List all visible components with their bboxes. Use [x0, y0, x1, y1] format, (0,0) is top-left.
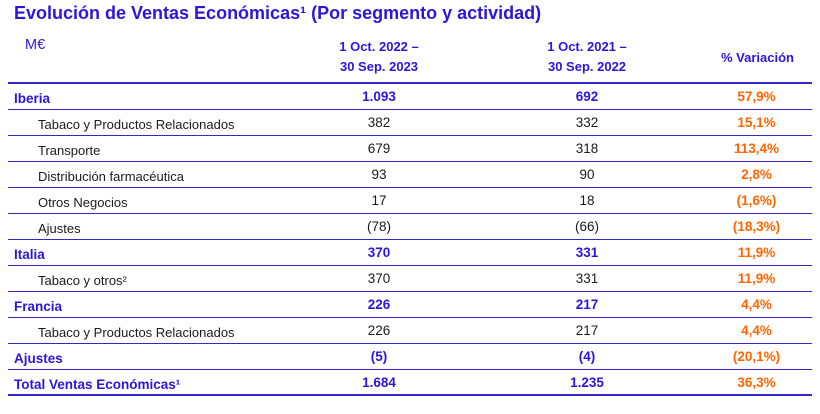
row-label: Italia: [8, 239, 295, 266]
row-label: Tabaco y otros²: [8, 265, 295, 292]
value-2023: 1.093: [295, 83, 463, 110]
row-label: Tabaco y Productos Relacionados: [8, 317, 295, 344]
variation-value: 4,4%: [711, 291, 812, 318]
table-row-italia: Italia 370 331 11,9%: [8, 239, 812, 266]
value-2023: 226: [295, 291, 463, 318]
value-2022: 217: [463, 291, 711, 318]
variation-value: 2,8%: [711, 161, 812, 188]
value-2023: 370: [295, 265, 463, 292]
row-label: Ajustes: [8, 343, 295, 370]
table-row-francia-tabaco: Tabaco y Productos Relacionados 226 217 …: [8, 317, 812, 344]
row-label: Total Ventas Económicas¹: [8, 369, 295, 397]
row-label: Iberia: [8, 83, 295, 110]
value-2023: 93: [295, 161, 463, 188]
value-2023: 679: [295, 135, 463, 162]
variation-value: 113,4%: [711, 135, 812, 162]
value-2022: 318: [463, 135, 711, 162]
row-label: Transporte: [8, 135, 295, 162]
table-row-iberia-tabaco: Tabaco y Productos Relacionados 382 332 …: [8, 109, 812, 136]
table-row-iberia: Iberia 1.093 692 57,9%: [8, 83, 812, 110]
table-row-ajustes: Ajustes (5) (4) (20,1%): [8, 343, 812, 370]
table-row-otros-negocios: Otros Negocios 17 18 (1,6%): [8, 187, 812, 214]
value-2022: 90: [463, 161, 711, 188]
variation-value: (20,1%): [711, 343, 812, 370]
value-2022: 217: [463, 317, 711, 344]
column-header-variation: % Variación: [711, 33, 812, 85]
variation-value: 11,9%: [711, 265, 812, 292]
row-label: Francia: [8, 291, 295, 318]
value-2022: 1.235: [463, 369, 711, 397]
value-2022: 332: [463, 109, 711, 136]
variation-value: (18,3%): [711, 213, 812, 240]
value-2022: 692: [463, 83, 711, 110]
header-row: M€ 1 Oct. 2022 – 30 Sep. 2023 1 Oct. 202…: [8, 33, 812, 85]
variation-value: 15,1%: [711, 109, 812, 136]
variation-value: 4,4%: [711, 317, 812, 344]
economic-sales-table: M€ 1 Oct. 2022 – 30 Sep. 2023 1 Oct. 202…: [8, 33, 812, 397]
variation-value: 11,9%: [711, 239, 812, 266]
value-2023: 226: [295, 317, 463, 344]
variation-value: (1,6%): [711, 187, 812, 214]
variation-value: 57,9%: [711, 83, 812, 110]
value-2023: 382: [295, 109, 463, 136]
variation-value: 36,3%: [711, 369, 812, 397]
table-row-italia-tabaco: Tabaco y otros² 370 331 11,9%: [8, 265, 812, 292]
value-2022: (66): [463, 213, 711, 240]
table-row-transporte: Transporte 679 318 113,4%: [8, 135, 812, 162]
value-2023: 370: [295, 239, 463, 266]
table-row-distribucion-farmaceutica: Distribución farmacéutica 93 90 2,8%: [8, 161, 812, 188]
row-label: Tabaco y Productos Relacionados: [8, 109, 295, 136]
row-label: Ajustes: [8, 213, 295, 240]
row-label: Otros Negocios: [8, 187, 295, 214]
page-title: Evolución de Ventas Económicas¹ (Por seg…: [14, 3, 542, 23]
row-label: Distribución farmacéutica: [8, 161, 295, 188]
value-2022: 331: [463, 239, 711, 266]
value-2022: 18: [463, 187, 711, 214]
column-header-period-2023: 1 Oct. 2022 – 30 Sep. 2023: [295, 33, 463, 85]
table-row-francia: Francia 226 217 4,4%: [8, 291, 812, 318]
table-row-total: Total Ventas Económicas¹ 1.684 1.235 36,…: [8, 369, 812, 397]
unit-label: M€: [8, 33, 295, 85]
table-row-iberia-ajustes: Ajustes (78) (66) (18,3%): [8, 213, 812, 240]
value-2023: 17: [295, 187, 463, 214]
value-2023: (5): [295, 343, 463, 370]
value-2022: (4): [463, 343, 711, 370]
value-2022: 331: [463, 265, 711, 292]
value-2023: (78): [295, 213, 463, 240]
column-header-period-2022: 1 Oct. 2021 – 30 Sep. 2022: [463, 33, 711, 85]
value-2023: 1.684: [295, 369, 463, 397]
